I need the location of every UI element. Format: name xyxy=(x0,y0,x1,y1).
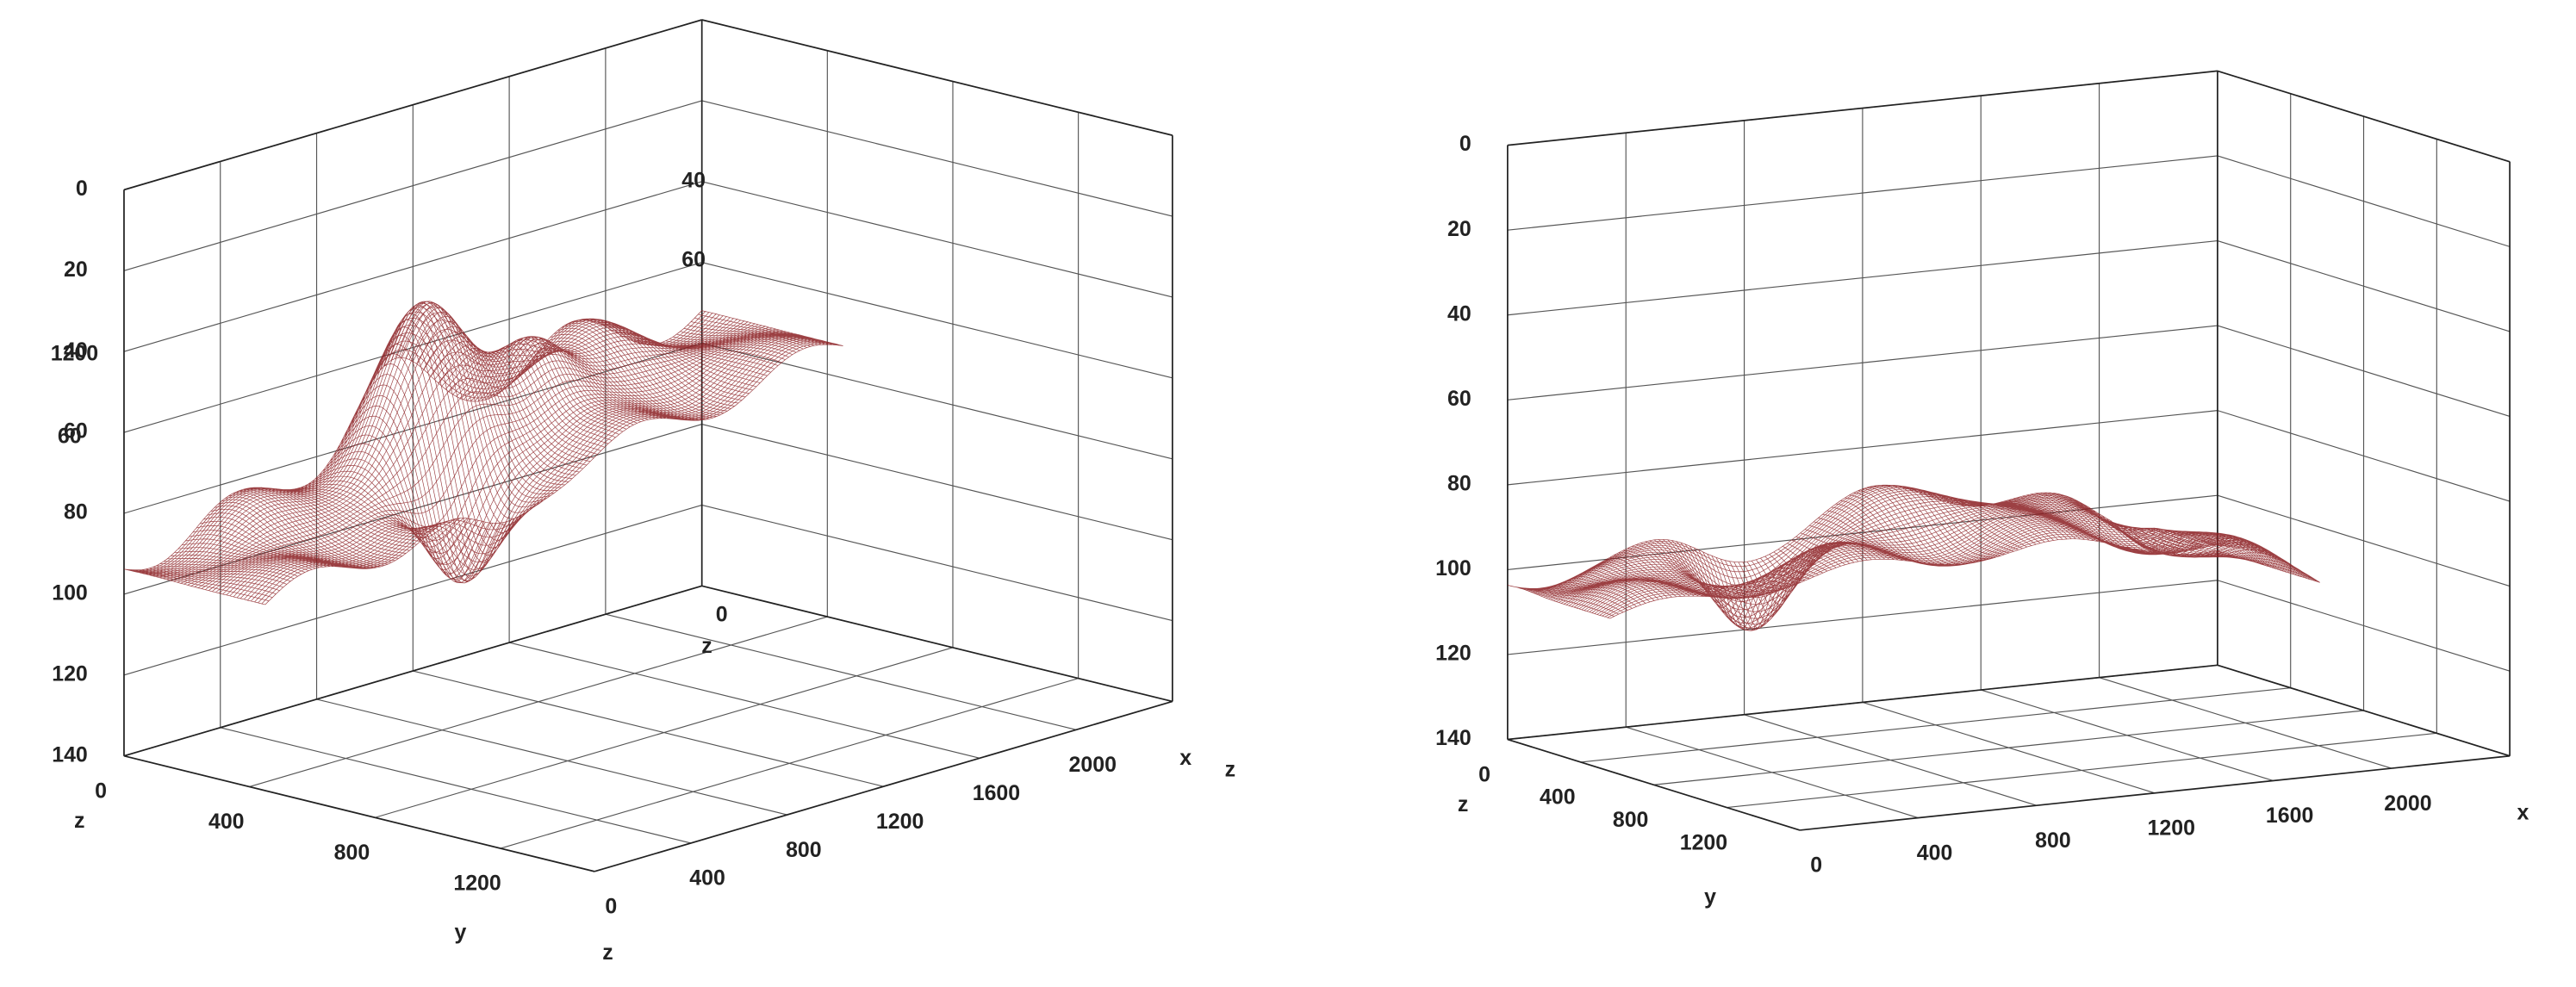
y-tick-label: 0 xyxy=(95,779,107,803)
z-tick-label: 140 xyxy=(52,742,88,767)
grid-line xyxy=(701,181,1173,298)
grid-line xyxy=(413,670,884,787)
z-axis-label: z xyxy=(74,809,84,833)
grid-line xyxy=(316,698,787,816)
y-tick-label: 400 xyxy=(208,810,245,834)
z-tick-label: 60 xyxy=(64,419,88,444)
annotation: z xyxy=(701,634,712,658)
surface-chart: 0204060801001201400400800120004008001200… xyxy=(1435,70,2529,909)
z-tick-label: 80 xyxy=(1447,471,1472,495)
box-edge xyxy=(123,754,595,872)
box-edge xyxy=(1799,754,2511,831)
y-axis-label: y xyxy=(1704,885,1716,909)
surface-mesh xyxy=(1507,484,2320,631)
x-tick-label: 1200 xyxy=(2148,816,2195,841)
box-edge xyxy=(123,19,702,191)
grid-line xyxy=(701,100,1173,217)
surface-mesh xyxy=(123,301,843,605)
z-tick-label: 120 xyxy=(1435,642,1472,666)
y-tick-label: 1200 xyxy=(453,872,501,896)
x-tick-label: 800 xyxy=(786,838,822,862)
annotation: 60 xyxy=(681,247,706,271)
grid-line xyxy=(220,727,692,844)
x-tick-label: 2000 xyxy=(1069,753,1117,777)
z-tick-label: 120 xyxy=(52,661,88,686)
annotation: 60 xyxy=(58,424,82,448)
grid-line xyxy=(249,616,828,788)
z-tick-label: 0 xyxy=(1459,132,1472,156)
grid-line xyxy=(1653,710,2364,785)
annotation: 1200 xyxy=(51,342,98,366)
grid-line xyxy=(605,613,1077,730)
z-tick-label: 20 xyxy=(64,258,88,282)
grid-line xyxy=(1727,732,2437,809)
annotation: z xyxy=(602,940,613,965)
y-tick-label: 0 xyxy=(1478,762,1490,786)
box-edge xyxy=(701,19,1173,136)
z-tick-label: 40 xyxy=(1447,301,1472,326)
surface-chart: 0204060801001201400400800120004008001200… xyxy=(51,19,1235,965)
x-tick-label: 1200 xyxy=(876,810,924,834)
x-tick-label: 0 xyxy=(605,895,617,919)
annotation: 0 xyxy=(716,602,728,626)
y-tick-label: 1200 xyxy=(1680,830,1727,854)
box-edge xyxy=(1507,664,2218,741)
grid-line xyxy=(701,504,1173,622)
x-tick-label: 2000 xyxy=(2384,791,2431,816)
annotation: z xyxy=(1225,758,1235,782)
box-edge xyxy=(594,700,1173,872)
z-tick-label: 20 xyxy=(1447,217,1472,241)
z-tick-label: 100 xyxy=(52,580,88,605)
y-axis-label: y xyxy=(454,920,466,944)
y-tick-label: 800 xyxy=(334,841,370,865)
x-axis-label: x xyxy=(2517,800,2529,824)
x-axis-label: x xyxy=(1179,746,1192,770)
box-edge xyxy=(1507,70,2218,146)
annotation: 40 xyxy=(681,168,706,192)
y-tick-label: 400 xyxy=(1540,785,1576,810)
box-edge xyxy=(123,585,702,757)
y-tick-label: 800 xyxy=(1613,808,1649,832)
grid-line xyxy=(701,343,1173,460)
x-tick-label: 800 xyxy=(2035,829,2071,853)
x-tick-label: 1600 xyxy=(2266,804,2313,828)
z-tick-label: 140 xyxy=(1435,726,1472,750)
x-tick-label: 400 xyxy=(689,866,725,891)
z-tick-label: 80 xyxy=(64,500,88,525)
z-tick-label: 0 xyxy=(76,177,88,201)
z-tick-label: 60 xyxy=(1447,387,1472,411)
z-tick-label: 40 xyxy=(64,338,88,363)
x-tick-label: 1600 xyxy=(973,781,1020,805)
x-tick-label: 0 xyxy=(1810,854,1822,878)
box-edge xyxy=(1507,738,1801,831)
grid-line xyxy=(375,647,954,818)
grid-line xyxy=(1580,687,2291,763)
grid-line xyxy=(701,423,1173,541)
grid-line xyxy=(500,678,1079,849)
x-tick-label: 400 xyxy=(1917,841,1953,865)
box-edge xyxy=(701,585,1173,703)
grid-line xyxy=(508,642,980,759)
z-tick-label: 100 xyxy=(1435,556,1472,580)
box-edge xyxy=(2217,70,2511,163)
box-edge xyxy=(2217,664,2511,757)
grid-line xyxy=(701,262,1173,379)
z-axis-label: z xyxy=(1458,792,1468,816)
